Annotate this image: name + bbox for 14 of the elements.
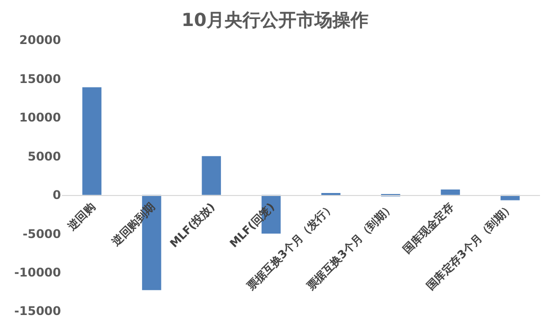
y-tick-label: 20000 [19, 33, 61, 48]
bar [202, 156, 221, 195]
y-tick-label: -15000 [14, 304, 61, 318]
y-tick-label: 5000 [28, 149, 61, 164]
chart-title: 10月央行公开市场操作 [181, 10, 369, 31]
y-tick-label: 15000 [19, 72, 61, 86]
bar [82, 87, 102, 195]
y-tick-label: -5000 [22, 226, 61, 241]
y-tick-label: 10000 [19, 110, 61, 125]
bar [440, 189, 460, 195]
y-tick-label: -10000 [14, 265, 61, 280]
y-tick-label: 0 [52, 188, 61, 202]
x-tick-label: 逆回购到期 [108, 200, 158, 250]
x-tick-label: 逆回购 [64, 200, 98, 234]
